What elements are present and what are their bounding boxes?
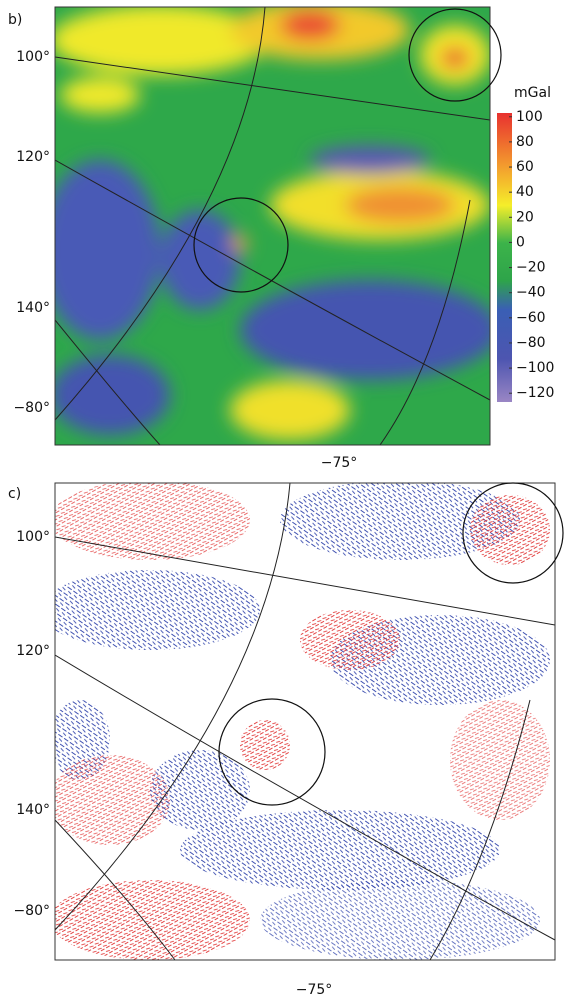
lat-label: −80° xyxy=(13,400,50,416)
colorbar-tick-label: −120 xyxy=(516,385,554,401)
colorbar-tick-label: 40 xyxy=(516,184,534,200)
colorbar-tick-label: 100 xyxy=(516,109,543,125)
colorbar-tick-label: −40 xyxy=(516,285,546,301)
lat-label: 100° xyxy=(16,529,50,545)
lat-label: 100° xyxy=(16,49,50,65)
colorbar-title: mGal xyxy=(514,85,551,101)
colorbar-tick-label: −60 xyxy=(516,310,546,326)
colorbar xyxy=(497,113,512,402)
colorbar-tick-label: 60 xyxy=(516,159,534,175)
lat-label: 120° xyxy=(16,149,50,165)
vector-map xyxy=(40,480,555,960)
figure: b) 100° 120° 140° −80° −75° mGal c) 100°… xyxy=(0,0,571,1001)
colorbar-tick-label: 0 xyxy=(516,234,525,250)
panel-label: c) xyxy=(8,486,21,502)
colorbar-tick-label: −20 xyxy=(516,260,546,276)
panel-label: b) xyxy=(8,12,22,28)
colorbar-tick-label: 20 xyxy=(516,209,534,225)
lon-label: −75° xyxy=(321,455,358,471)
lat-label: 140° xyxy=(16,802,50,818)
lat-label: 120° xyxy=(16,643,50,659)
colorbar-tick-label: −100 xyxy=(516,360,554,376)
gravity-map xyxy=(40,0,500,445)
lon-label: −75° xyxy=(296,982,333,998)
colorbar-tick-label: 80 xyxy=(516,134,534,150)
lat-label: 140° xyxy=(16,300,50,316)
lat-label: −80° xyxy=(13,903,50,919)
colorbar-tick-label: −80 xyxy=(516,335,546,351)
